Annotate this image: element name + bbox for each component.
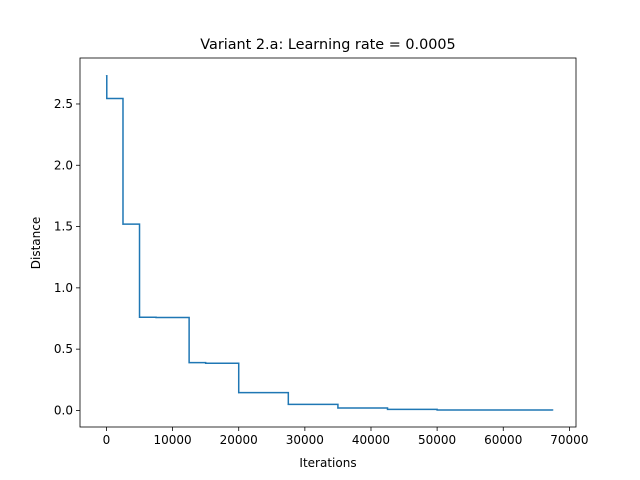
x-tick-label: 50000 <box>418 433 456 447</box>
x-tick-label: 0 <box>103 433 111 447</box>
y-axis: 0.0 0.5 1.0 1.5 2.0 2.5 <box>54 97 80 417</box>
y-tick-label: 1.5 <box>54 220 73 234</box>
x-axis: 0 10000 20000 30000 40000 50000 60000 70000 <box>103 427 588 447</box>
data-point <box>106 97 108 100</box>
data-point <box>122 223 124 225</box>
x-tick-label: 30000 <box>286 433 324 447</box>
data-point <box>188 362 190 364</box>
x-tick-label: 10000 <box>153 433 191 447</box>
y-tick-label: 2.5 <box>54 97 73 111</box>
x-axis-title: Iterations <box>299 456 356 470</box>
x-tick-label: 70000 <box>550 433 588 447</box>
x-tick-label: 60000 <box>484 433 522 447</box>
data-point <box>287 403 289 405</box>
y-tick-label: 1.0 <box>54 281 73 295</box>
y-tick-label: 2.0 <box>54 158 73 172</box>
chart-title: Variant 2.a: Learning rate = 0.0005 <box>200 37 455 53</box>
x-tick-label: 20000 <box>220 433 258 447</box>
data-point <box>105 75 108 77</box>
y-tick-label: 0.5 <box>54 342 73 356</box>
y-axis-title: Distance <box>29 217 43 269</box>
data-point <box>436 409 438 411</box>
data-point <box>386 408 389 410</box>
data-point <box>238 392 240 394</box>
data-point <box>337 407 339 409</box>
data-point <box>155 316 157 319</box>
x-tick-label: 40000 <box>352 433 390 447</box>
series-layer <box>105 75 554 411</box>
data-point <box>138 316 141 318</box>
y-tick-label: 0.0 <box>54 403 73 417</box>
axes-frame <box>79 57 577 428</box>
data-point <box>205 362 207 364</box>
data-point <box>552 409 554 411</box>
